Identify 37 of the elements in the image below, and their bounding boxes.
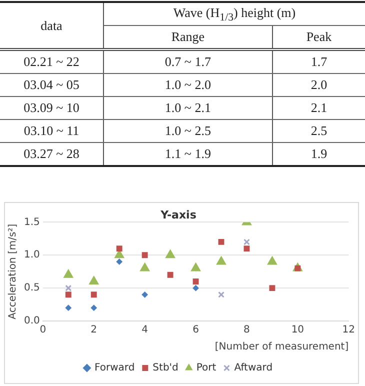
x-tick-label: 10 (291, 324, 304, 336)
category-label: Peak (272, 26, 365, 50)
y-tick-label: 1.5 (24, 216, 40, 228)
x-tick-label: 8 (244, 324, 250, 336)
text: 2.0 (310, 77, 328, 92)
x-tick-label: 4 (142, 324, 148, 336)
y-axis-title: Acceleration [m/s²] (8, 224, 19, 320)
text: 1.0 ~ 2.5 (164, 123, 211, 138)
text: 1.1 ~ 1.9 (164, 146, 211, 161)
chart-title: Y-axis (160, 208, 197, 222)
legend-label: Stb'd (152, 362, 178, 374)
x-tick-label: 0 (40, 324, 46, 336)
x-tick-label: 6 (192, 324, 199, 336)
text: 1.9 (310, 146, 328, 161)
category-label: 03.09 ~ 10 (24, 100, 80, 115)
legend-label: Forward (94, 362, 135, 374)
x-axis-title: [Number of measurement] (214, 342, 349, 353)
legend-label: Port (196, 362, 216, 374)
text: 1.0 ~ 2.1 (164, 100, 211, 115)
x-tick-label: 2 (90, 324, 98, 336)
legend-label: Aftward (234, 362, 273, 374)
text: 1.7 (310, 54, 328, 69)
text: 2.1 (310, 100, 328, 115)
text: 1.0 ~ 2.0 (164, 77, 211, 92)
category-label: 03.27 ~ 28 (24, 146, 80, 161)
category-label: 03.04 ~ 05 (24, 77, 80, 92)
text: 2.5 (310, 123, 328, 138)
text: 0.7 ~ 1.7 (164, 54, 211, 69)
y-tick-label: 0.5 (24, 282, 40, 294)
category-label: 03.10 ~ 11 (24, 123, 80, 138)
text: data (0, 2, 104, 50)
y-tick-label: 0.0 (24, 316, 40, 327)
category-label: Range (104, 26, 272, 50)
x-tick-label: 12 (342, 324, 356, 336)
text: Wave (H$_{1/3}$) height (m) (104, 2, 365, 26)
y-tick-label: 1.0 (24, 250, 40, 261)
category-label: 02.21 ~ 22 (24, 54, 80, 69)
